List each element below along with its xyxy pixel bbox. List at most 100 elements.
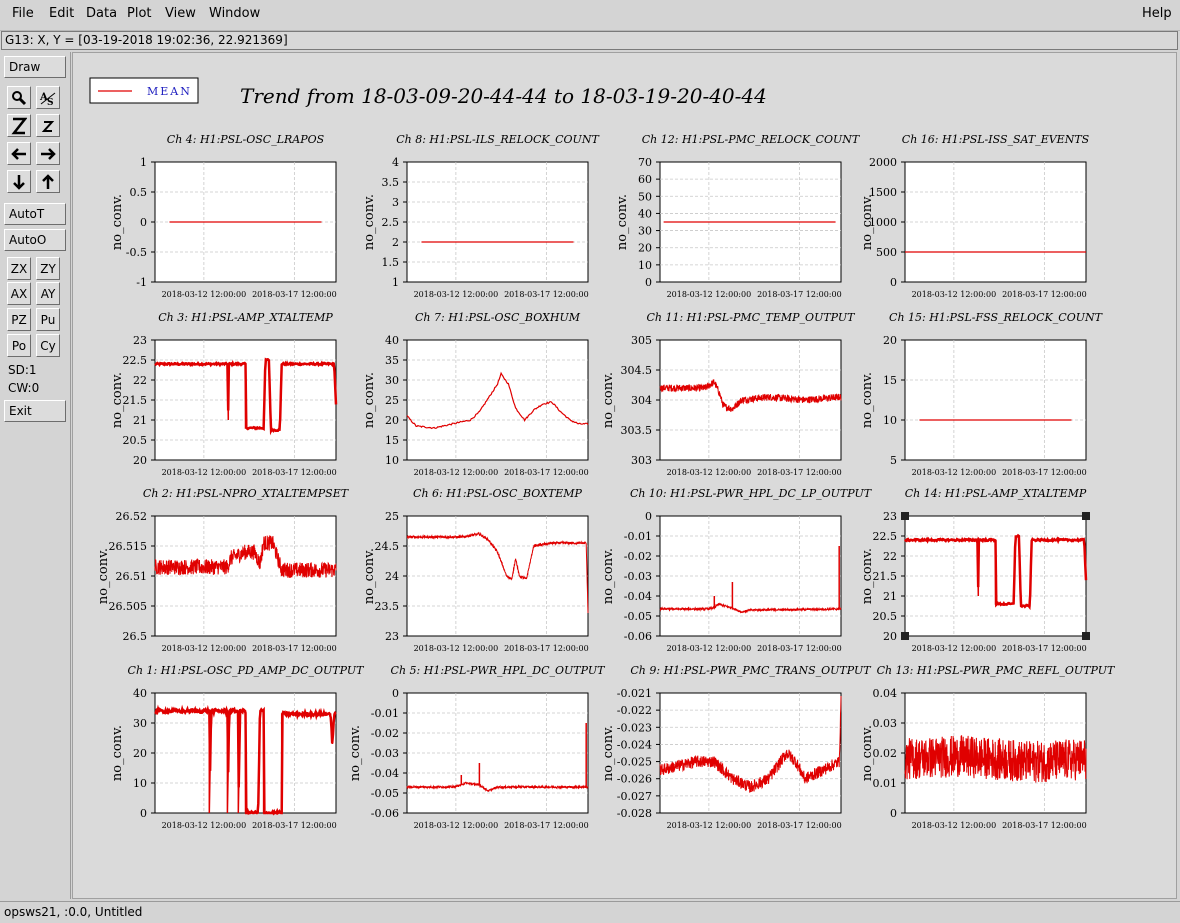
chart-panel: Ch 2: H1:PSL-NPRO_XTALTEMPSET 26.52 26.515… (96, 487, 350, 653)
arrow-right-icon (41, 147, 56, 160)
chart-series-line (406, 531, 589, 614)
zoom-z-small-icon (41, 120, 55, 132)
chart-panel: Ch 11: H1:PSL-PMC_TEMP_OUTPUT 305 304.5 304… (601, 311, 856, 477)
chart-y-tick-label: 0.01 (873, 777, 898, 790)
draw-button[interactable]: Draw (4, 56, 66, 78)
chart-y-tick-label: 21 (133, 414, 147, 427)
chart-y-tick-label: 40 (133, 687, 147, 700)
chart-y-tick-label: 4 (392, 156, 399, 169)
chart-panel: Ch 8: H1:PSL-ILS_RELOCK_COUNT 4 3.5 3 2.5 2 1.… (362, 133, 600, 299)
chart-x-tick-label: 2018-03-12 12:00:00 (162, 644, 247, 653)
chart-x-tick-label: 2018-03-17 12:00:00 (1002, 290, 1087, 299)
chart-x-tick-label: 2018-03-12 12:00:00 (667, 468, 752, 477)
chart-y-tick-label: -0.04 (624, 590, 652, 603)
pan-left-button[interactable] (7, 142, 31, 165)
ay-button[interactable]: AY (36, 282, 60, 305)
chart-x-tick-label: 2018-03-12 12:00:00 (667, 821, 752, 830)
chart-series-line (406, 371, 589, 430)
zx-button[interactable]: ZX (7, 257, 31, 280)
chart-y-tick-label: 0 (140, 807, 147, 820)
chart-y-tick-label: 303 (631, 454, 652, 467)
legend: MEAN (89, 77, 199, 104)
chart-y-tick-label: 26.505 (109, 600, 148, 613)
chart-y-tick-label: 0 (645, 276, 652, 289)
chart-x-tick-label: 2018-03-17 12:00:00 (1002, 821, 1087, 830)
chart-y-tick-label: 20 (883, 630, 897, 643)
chart-y-tick-label: 40 (638, 207, 652, 220)
chart-title: Ch 15: H1:PSL-FSS_RELOCK_COUNT (889, 311, 1104, 324)
chart-y-tick-label: 0.04 (873, 687, 898, 700)
exit-button[interactable]: Exit (4, 400, 66, 422)
chart-y-tick-label: 22.5 (123, 354, 148, 367)
chart-y-tick-label: 304.5 (621, 364, 653, 377)
chart-x-tick-label: 2018-03-17 12:00:00 (1002, 468, 1087, 477)
status-bar: opsws21, :0.0, Untitled (0, 901, 1180, 923)
menu-edit[interactable]: Edit (49, 6, 75, 21)
chart-x-tick-label: 2018-03-12 12:00:00 (414, 821, 499, 830)
chart-y-tick-label: 26.5 (123, 630, 148, 643)
chart-series-line (659, 602, 842, 614)
chart-title: Ch 6: H1:PSL-OSC_BOXTEMP (413, 487, 582, 500)
chart-y-tick-label: 0 (890, 276, 897, 289)
menu-file[interactable]: File (12, 6, 34, 21)
chart-y-tick-label: 15 (883, 374, 897, 387)
zoom-small-button[interactable] (36, 114, 60, 137)
pu-button[interactable]: Pu (36, 308, 60, 331)
chart-panel: Ch 10: H1:PSL-PWR_HPL_DC_LP_OUTPUT 0 -0.01… (601, 487, 873, 653)
chart-x-tick-label: 2018-03-12 12:00:00 (912, 821, 997, 830)
svg-text:A: A (39, 92, 48, 103)
chart-x-tick-label: 2018-03-12 12:00:00 (912, 290, 997, 299)
chart-x-tick-label: 2018-03-17 12:00:00 (757, 290, 842, 299)
pz-button[interactable]: PZ (7, 308, 31, 331)
chart-y-tick-label: 20.5 (873, 610, 898, 623)
menu-help[interactable]: Help (1142, 6, 1172, 21)
chart-y-axis-label: no_conv. (362, 372, 377, 428)
pan-up-button[interactable] (36, 170, 60, 193)
pan-down-button[interactable] (7, 170, 31, 193)
chart-y-tick-label: 35 (385, 354, 399, 367)
zoom-tool-button[interactable] (7, 86, 31, 109)
chart-panel: Ch 9: H1:PSL-PWR_PMC_TRANS_OUTPUT -0.021 -… (601, 664, 872, 830)
chart-y-tick-label: -0.026 (617, 773, 652, 786)
chart-x-tick-label: 2018-03-12 12:00:00 (162, 468, 247, 477)
zy-button[interactable]: ZY (36, 257, 60, 280)
auto-time-button[interactable]: AutoT (4, 203, 66, 225)
chart-grid: Ch 4: H1:PSL-OSC_LRAPOS 1 0.5 0 -0.5 -1 2018-0… (96, 133, 1116, 830)
po-button[interactable]: Po (7, 334, 31, 357)
chart-series-line (904, 735, 1087, 783)
chart-y-axis-label: no_conv. (110, 372, 125, 428)
chart-y-tick-label: -0.5 (126, 246, 147, 259)
menu-data[interactable]: Data (86, 6, 118, 21)
menu-window[interactable]: Window (209, 6, 261, 21)
chart-y-tick-label: -0.025 (617, 756, 652, 769)
auto-ordinate-button[interactable]: AutoO (4, 229, 66, 251)
arrow-down-icon (13, 174, 25, 190)
chart-y-tick-label: -0.01 (371, 707, 399, 720)
chart-y-tick-label: -0.02 (624, 550, 652, 563)
chart-y-tick-label: -0.03 (624, 570, 652, 583)
chart-y-tick-label: 0 (392, 687, 399, 700)
chart-y-tick-label: 26.51 (116, 570, 148, 583)
chart-y-tick-label: 10 (133, 777, 147, 790)
chart-x-tick-label: 2018-03-12 12:00:00 (912, 644, 997, 653)
ax-button[interactable]: AX (7, 282, 31, 305)
cy-button[interactable]: Cy (36, 334, 60, 357)
chart-y-tick-label: 20 (638, 242, 652, 255)
menu-plot[interactable]: Plot (127, 6, 152, 21)
chart-panel: Ch 6: H1:PSL-OSC_BOXTEMP 25 24.5 24 23.5 23 20… (362, 487, 589, 653)
chart-y-tick-label: -0.021 (617, 687, 652, 700)
cw-label: CW:0 (8, 381, 40, 395)
chart-x-tick-label: 2018-03-12 12:00:00 (414, 644, 499, 653)
menu-view[interactable]: View (165, 6, 196, 21)
chart-y-tick-label: 20 (385, 414, 399, 427)
pan-right-button[interactable] (36, 142, 60, 165)
chart-y-tick-label: 0 (645, 510, 652, 523)
chart-title: Ch 4: H1:PSL-OSC_LRAPOS (167, 133, 325, 146)
chart-y-tick-label: 70 (638, 156, 652, 169)
chart-y-tick-label: -0.04 (371, 767, 399, 780)
chart-y-tick-label: 500 (876, 246, 897, 259)
zoom-all-button[interactable] (7, 114, 31, 137)
